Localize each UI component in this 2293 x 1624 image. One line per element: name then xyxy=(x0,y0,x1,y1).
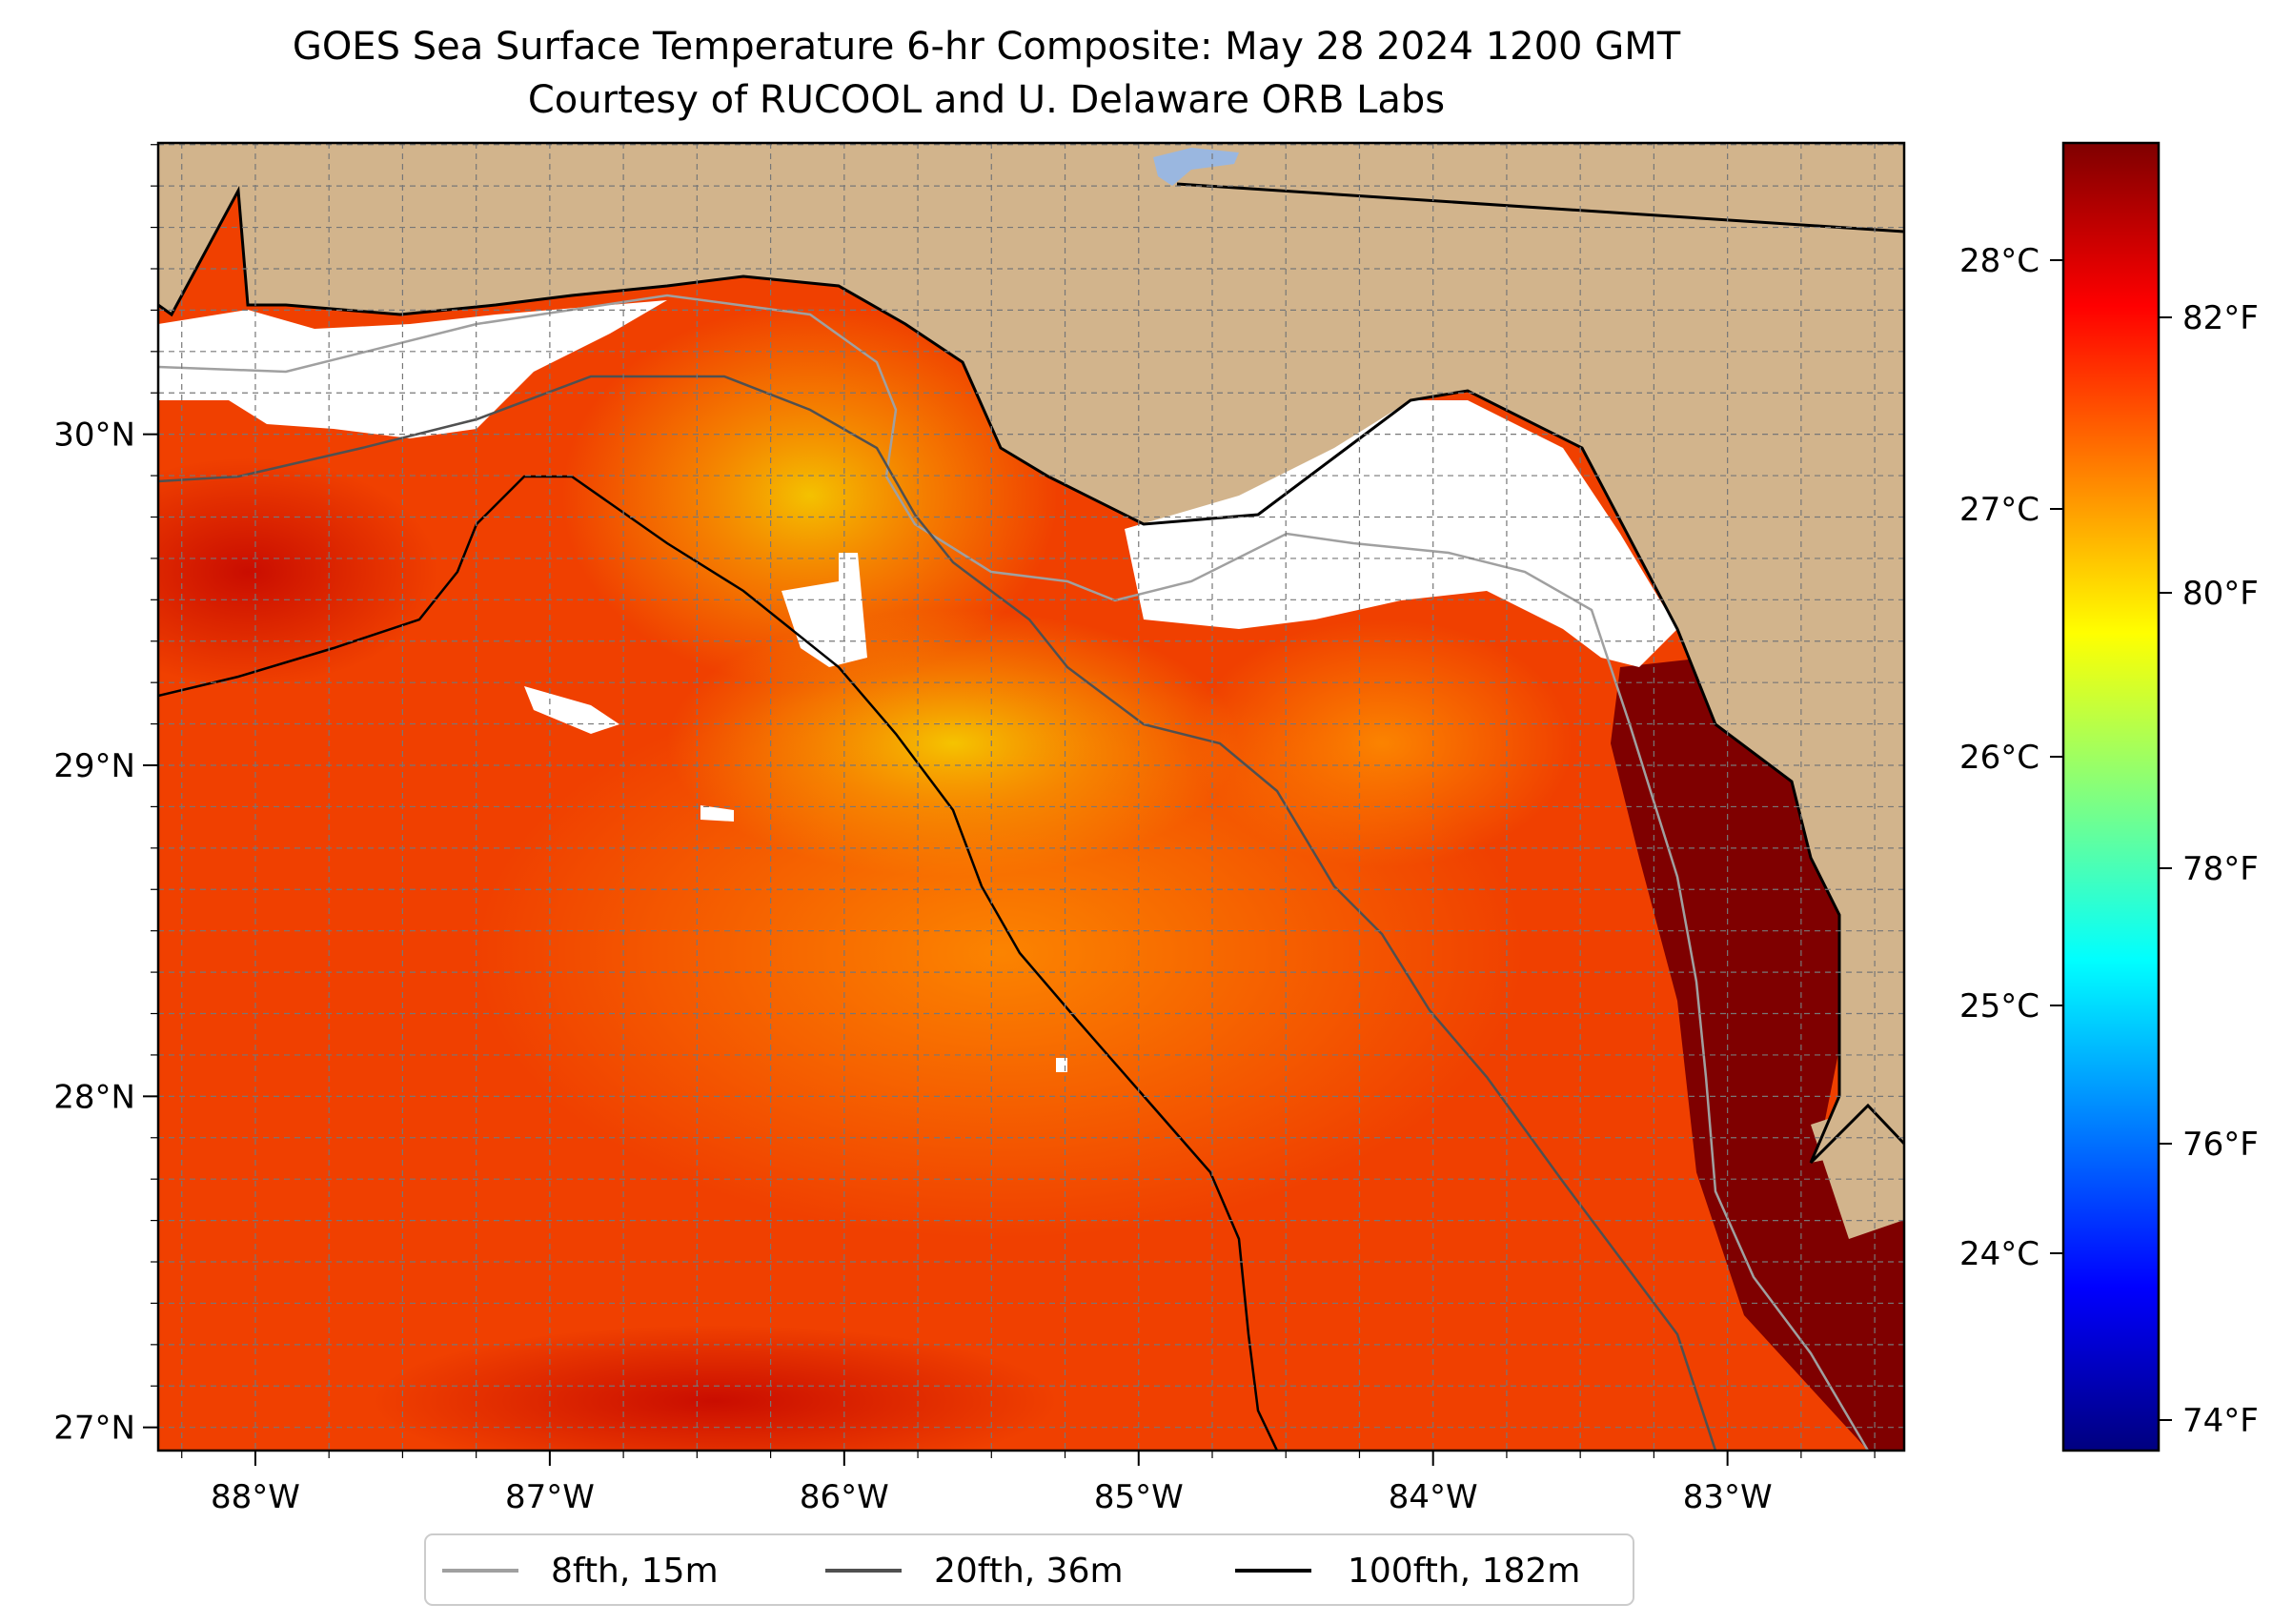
no-data-cloud-big-bend xyxy=(1125,400,1677,667)
lat-tick-label: 27°N xyxy=(53,1410,135,1448)
contour-20fth-36m xyxy=(158,375,1717,1451)
map-frame xyxy=(156,141,1906,1452)
fahrenheit-tick-label: 78°F xyxy=(2182,850,2259,888)
map-title: GOES Sea Surface Temperature 6-hr Compos… xyxy=(292,25,1681,69)
contour-8fth-15m xyxy=(158,294,1870,1451)
celsius-tick-label: 26°C xyxy=(1959,739,2039,777)
state-boundary xyxy=(1176,182,1904,233)
no-data-patch-c xyxy=(1056,1058,1067,1072)
legend-label-20fth: 20fth, 36m xyxy=(934,1552,1124,1591)
lon-tick-label: 84°W xyxy=(1389,1478,1478,1516)
latitude-axis: 30°N 29°N 28°N 27°N xyxy=(53,416,158,1448)
longitude-axis: 88°W 87°W 86°W 85°W 84°W 83°W xyxy=(211,1451,1773,1516)
celsius-tick-label: 25°C xyxy=(1959,987,2039,1025)
sst-yellow-north xyxy=(562,305,1058,686)
lake xyxy=(1153,148,1239,186)
no-data-cloud-northwest xyxy=(158,300,667,438)
lat-tick-label: 28°N xyxy=(53,1078,135,1116)
lon-tick-label: 86°W xyxy=(800,1478,889,1516)
contour-100fth-182m xyxy=(158,475,1279,1451)
fahrenheit-tick-label: 80°F xyxy=(2182,575,2259,613)
lon-tick-label: 83°W xyxy=(1683,1478,1773,1516)
land-north xyxy=(158,143,1904,629)
sst-orange-east xyxy=(1191,619,1573,867)
no-data-patch-a xyxy=(524,686,619,734)
fahrenheit-tick-label: 76°F xyxy=(2182,1126,2259,1164)
fahrenheit-tick-label: 82°F xyxy=(2182,299,2259,337)
map-subtitle: Courtesy of RUCOOL and U. Delaware ORB L… xyxy=(527,78,1446,122)
fahrenheit-tick-label: 74°F xyxy=(2182,1402,2259,1440)
gridlines xyxy=(151,143,1904,1458)
legend-label-8fth: 8fth, 15m xyxy=(551,1552,719,1591)
lat-tick-label: 30°N xyxy=(53,416,135,455)
celsius-tick-label: 24°C xyxy=(1959,1235,2039,1273)
celsius-tick-label: 27°C xyxy=(1959,491,2039,529)
sst-hot-south xyxy=(372,1325,1058,1451)
lon-tick-label: 87°W xyxy=(505,1478,595,1516)
lat-tick-label: 29°N xyxy=(53,747,135,785)
sst-warm-west xyxy=(158,457,438,686)
celsius-tick-label: 28°C xyxy=(1959,242,2039,280)
legend-box xyxy=(424,1533,1634,1606)
land-florida-west-coast xyxy=(1677,629,1904,1163)
lon-tick-label: 88°W xyxy=(211,1478,300,1516)
sst-yellow-central xyxy=(667,610,1239,877)
colorbar-gradient xyxy=(2061,141,2161,1452)
no-data-patch-b xyxy=(700,805,734,822)
map-area xyxy=(158,143,1904,1451)
coastline xyxy=(158,185,1904,1165)
legend-label-100fth: 100fth, 182m xyxy=(1348,1552,1580,1591)
colorbar: 28°C 27°C 26°C 25°C 24°C 82°F 80°F 78°F … xyxy=(1959,141,2259,1452)
lon-tick-label: 85°W xyxy=(1094,1478,1184,1516)
legend: 8fth, 15m 20fth, 36m 100fth, 182m xyxy=(424,1533,1634,1606)
